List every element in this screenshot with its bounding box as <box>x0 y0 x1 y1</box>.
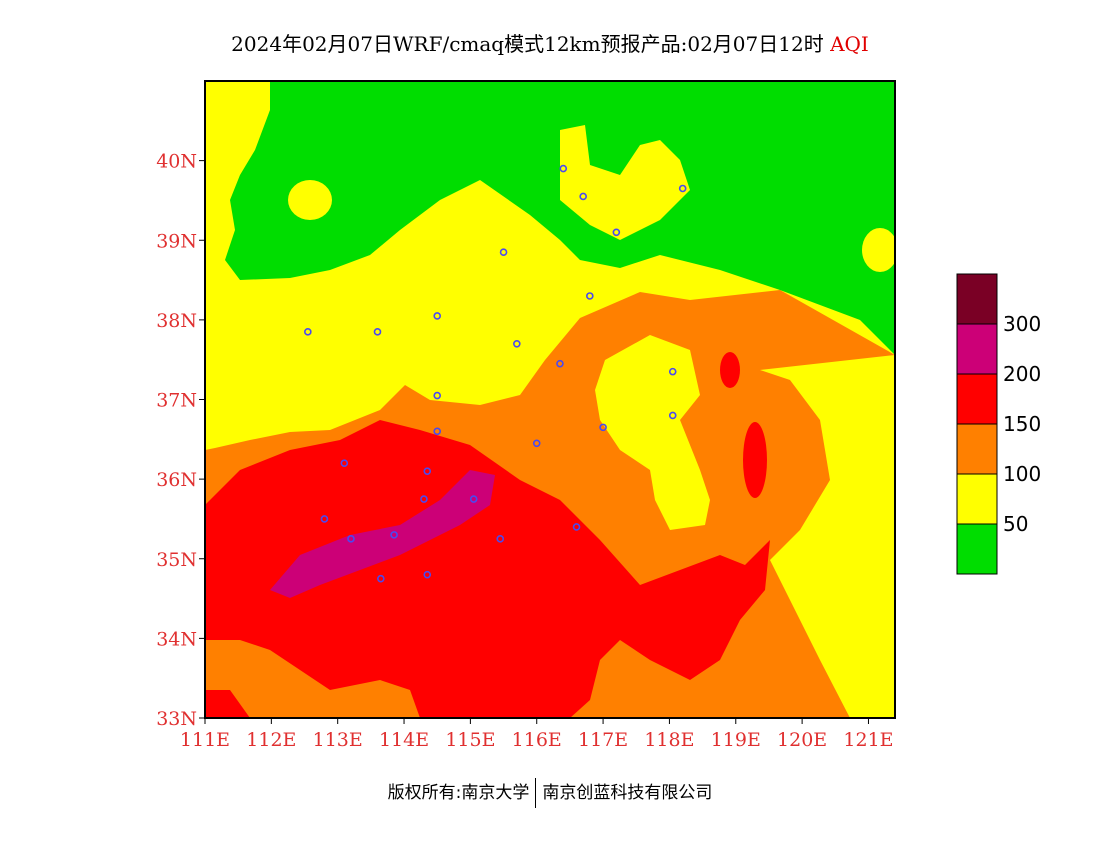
station-marker <box>377 574 385 583</box>
aqi-zone-150-200 <box>205 420 770 718</box>
station-marker <box>420 495 428 503</box>
aqi-spot-northeast <box>720 352 740 388</box>
station-marker <box>347 535 355 543</box>
map-title: 2024年02月07日WRF/cmaq模式12km预报产品:02月07日12时 … <box>0 28 1100 57</box>
station-marker <box>579 192 587 201</box>
legend-label: 150 <box>1003 412 1041 436</box>
station-marker <box>373 328 382 336</box>
copyright-text: 版权所有:南京大学 <box>387 783 530 803</box>
legend-swatch <box>956 273 998 325</box>
station-marker <box>678 184 687 193</box>
lat-tick-label: 39N <box>156 230 197 252</box>
station-marker <box>668 367 677 376</box>
lat-tick-label: 35N <box>156 549 197 571</box>
station-marker <box>599 423 607 432</box>
title-main: 2024年02月07日WRF/cmaq模式12km预报产品:02月07日12时 <box>231 32 824 56</box>
station-marker <box>668 411 677 420</box>
aqi-pocket-small <box>288 180 332 220</box>
station-marker <box>513 339 521 348</box>
aqi-pocket-east <box>862 228 895 272</box>
lat-tick-label: 37N <box>156 390 197 412</box>
legend-swatch <box>956 523 998 575</box>
station-marker <box>499 248 508 256</box>
footer-separator <box>535 778 537 808</box>
aqi-zone-50-100-island <box>595 335 710 530</box>
station-marker <box>532 439 541 448</box>
aqi-field <box>205 81 895 718</box>
aqi-zone-0-50 <box>205 81 895 355</box>
legend-swatch <box>956 323 998 375</box>
lon-tick-label: 111E <box>180 729 230 751</box>
legend-swatch <box>956 423 998 475</box>
lon-tick-label: 112E <box>246 729 296 751</box>
legend-swatch <box>956 373 998 425</box>
lon-tick-label: 121E <box>843 729 893 751</box>
station-marker <box>423 570 432 579</box>
station-marker <box>304 328 312 336</box>
station-marker <box>423 467 432 475</box>
legend: 50 100 150 200 300 <box>956 273 1041 575</box>
legend-label: 50 <box>1003 512 1028 536</box>
title-variable: AQI <box>830 32 869 56</box>
station-marker <box>612 228 621 237</box>
legend-label: 300 <box>1003 312 1041 336</box>
lon-tick-label: 119E <box>711 729 761 751</box>
station-marker <box>433 391 442 400</box>
station-marker <box>340 459 349 468</box>
lon-tick-label: 116E <box>512 729 562 751</box>
lon-tick-label: 115E <box>445 729 495 751</box>
station-marker <box>433 427 442 436</box>
station-marker <box>586 292 594 300</box>
station-marker <box>320 515 329 523</box>
aqi-spot-east <box>743 422 767 498</box>
company-text: 南京创蓝科技有限公司 <box>542 783 713 803</box>
legend-label: 100 <box>1003 462 1041 486</box>
longitude-axis: 111E 112E 113E 114E 115E 116E 117E 118E 119E 120E… <box>180 718 894 751</box>
legend-swatch <box>956 473 998 525</box>
station-marker <box>572 523 581 531</box>
aqi-zone-50-100-east <box>760 355 895 718</box>
lat-tick-label: 40N <box>156 151 197 173</box>
station-marker <box>469 495 478 503</box>
footer: 版权所有:南京大学 南京创蓝科技有限公司 <box>0 778 1100 808</box>
station-marker <box>496 535 505 543</box>
station-markers <box>304 164 687 583</box>
lat-tick-label: 38N <box>156 310 197 332</box>
aqi-pocket-north <box>560 125 690 240</box>
station-marker <box>556 359 564 368</box>
station-marker <box>433 312 442 320</box>
lat-tick-label: 34N <box>156 628 197 650</box>
lon-tick-label: 113E <box>313 729 363 751</box>
lon-tick-label: 117E <box>578 729 628 751</box>
lon-tick-label: 120E <box>777 729 827 751</box>
lat-tick-label: 36N <box>156 469 197 491</box>
aqi-pocket-west <box>205 81 270 200</box>
aqi-zone-200-300 <box>270 470 495 598</box>
lon-tick-label: 114E <box>379 729 429 751</box>
station-marker <box>390 531 398 539</box>
aqi-spot-southwest <box>205 690 250 718</box>
lon-tick-label: 118E <box>644 729 694 751</box>
legend-label: 200 <box>1003 362 1041 386</box>
lat-tick-label: 33N <box>156 708 197 730</box>
latitude-axis: 33N 34N 35N 36N 37N 38N 39N 40N <box>156 151 205 730</box>
station-marker <box>559 164 568 173</box>
